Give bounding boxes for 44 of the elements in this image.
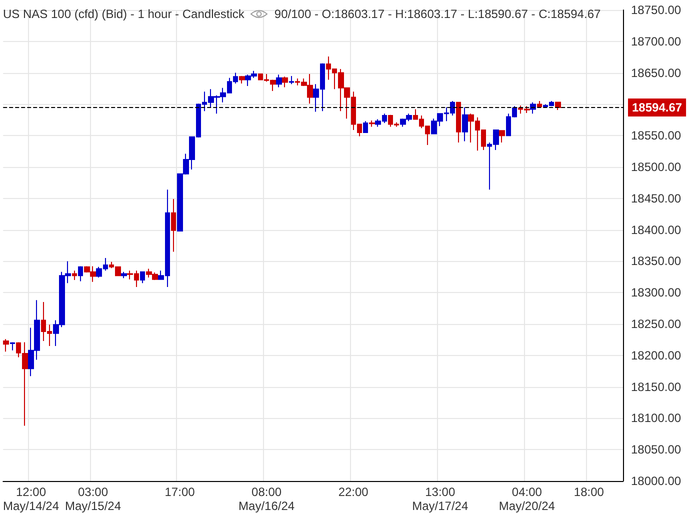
x-tick-label: 04:00 May/20/24 (498, 485, 556, 513)
candlestick (140, 271, 145, 284)
y-tick-label: 18550.00 (631, 128, 682, 143)
candlestick (363, 120, 368, 133)
ref-line-label: 18594.67 (632, 100, 682, 115)
y-tick-label: 18250.00 (631, 317, 682, 331)
candlestick (10, 342, 15, 351)
candlestick (282, 76, 288, 88)
candlestick (276, 74, 282, 88)
candlestick (369, 120, 375, 128)
y-tick-label: 18100.00 (631, 411, 682, 426)
y-tick-label: 18400.00 (631, 222, 682, 237)
x-tick-label: 03:00 May/15/24 (64, 485, 122, 513)
annotation: 90/100 - O:18603.17 - H:18603.17 - L:18590.67 - C:18594.67 (274, 7, 601, 21)
y-tick-label: 18650.00 (631, 66, 682, 80)
y-tick-label: 18500.00 (631, 160, 682, 174)
candlestick (121, 271, 127, 279)
candlestick (171, 198, 176, 252)
candlestick (3, 338, 9, 352)
y-tick-label: 18450.00 (631, 191, 682, 206)
candlestick (289, 75, 294, 85)
candlestick (72, 270, 77, 281)
x-tick-label: 13:00 May/17/24 (412, 485, 468, 513)
y-tick-label: 18700.00 (631, 34, 682, 48)
chart-title: US NAS 100 (cfd) (Bid) - 1 hour - Candlestick (3, 7, 244, 21)
candlestick (537, 100, 542, 108)
y-tick-label: 18750.00 (631, 3, 682, 17)
candlestick (499, 130, 505, 144)
x-tick-label: 08:00 May/16/24 (238, 485, 295, 513)
y-tick-label: 18150.00 (631, 380, 682, 394)
y-tick-label: 18000.00 (631, 474, 682, 488)
candlestick (456, 102, 461, 144)
candlestick (239, 75, 245, 84)
y-tick-label: 18350.00 (631, 254, 682, 268)
candlestick (78, 266, 83, 282)
y-tick-label: 18050.00 (631, 442, 682, 457)
candlestick (462, 106, 468, 142)
y-tick-label: 18200.00 (631, 348, 682, 362)
x-tick-label: 18:00 (574, 485, 604, 499)
x-tick-label: 22:00 (338, 485, 369, 499)
x-tick-label: 12:00 May/14/24 (2, 485, 60, 513)
x-tick-label: 17:00 (164, 485, 196, 499)
candlestick (555, 102, 561, 111)
y-tick-label: 18300.00 (631, 286, 682, 300)
